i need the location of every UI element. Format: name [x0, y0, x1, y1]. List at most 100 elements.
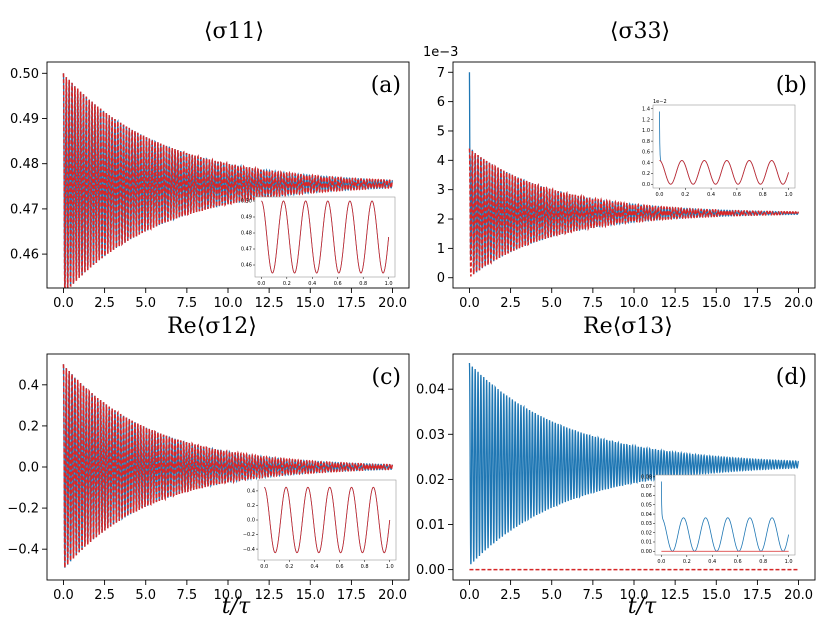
panel-a-xtick-label: 2.5 — [94, 296, 115, 311]
panel-d-inset-ytick-label: 0.06 — [641, 493, 652, 499]
panel-c-inset: 0.0 0.2 0.4 0.6 0.8 1.0 −0.4 −0.2 0.0 0.2 0.4 — [243, 479, 397, 570]
panel-a-inset-xtick-label: 0.0 — [257, 281, 265, 287]
panel-d-inset-background — [655, 475, 795, 555]
panel-d-xtick-label: 2.5 — [500, 588, 521, 603]
panel-b-axes: 0.0 2.5 5.0 7.5 10.0 12.5 15.0 17.5 20.0 0 1 2 3 4 5 6 7… — [423, 45, 816, 311]
panel-c-xtick-label: 7.5 — [177, 588, 198, 603]
panel-a-inset-xtick-label: 0.6 — [334, 281, 342, 287]
panel-a-xtick-label: 12.5 — [255, 296, 284, 311]
panel-c-xtick-label: 10.0 — [214, 588, 243, 603]
panel-b-ytick-label: 1 — [437, 242, 445, 257]
panel-c-label: (c) — [372, 365, 402, 390]
panel-d-xtick-label: 17.5 — [743, 588, 772, 603]
panel-b-inset-offset-text: 1e−2 — [653, 99, 667, 105]
panel-b-xtick-label: 2.5 — [500, 296, 521, 311]
panel-d-inset-ytick-label: 0.01 — [641, 540, 652, 546]
panel-d-inset-xtick-label: 0.4 — [708, 559, 716, 565]
panel-b-inset-xtick-label: 0.0 — [655, 192, 663, 198]
panel-b-title: ⟨σ33⟩ — [610, 19, 670, 44]
panel-a-axes: 0.0 2.5 5.0 7.5 10.0 12.5 15.0 17.5 20.0 0.46 0.47… — [10, 61, 410, 311]
panel-a-label: (a) — [371, 73, 401, 98]
panel-b-inset: 0.0 0.2 0.4 0.6 0.8 1.0 0.0 0.2 0.4 0.6 0.8 1.0 1.2 1… — [642, 99, 796, 198]
panel-b-xtick-label: 12.5 — [661, 296, 690, 311]
panel-d-inset-ytick-label: 0.08 — [641, 475, 652, 481]
panel-a-inset-xtick-label: 0.2 — [283, 281, 291, 287]
panel-d-xlabel: t/τ — [628, 594, 657, 619]
panel-c-inset-ytick-label: −0.4 — [243, 547, 255, 553]
panel-a-xtick-label: 10.0 — [214, 296, 243, 311]
panel-b-xtick-label: 17.5 — [743, 296, 772, 311]
panel-a-title: ⟨σ11⟩ — [204, 19, 264, 44]
panel-b-inset-ytick-label: 1.2 — [642, 117, 650, 123]
panel-d-xtick-label: 5.0 — [541, 588, 562, 603]
panel-b-ytick-label: 6 — [437, 95, 445, 110]
panel-b-inset-ytick-label: 0.6 — [642, 150, 650, 156]
panel-c-xtick-label: 15.0 — [296, 588, 325, 603]
panel-a-ytick-label: 0.46 — [10, 248, 39, 263]
panel-a-inset-xtick-label: 0.8 — [359, 281, 367, 287]
panel-a-xtick-label: 17.5 — [337, 296, 366, 311]
panel-a-ytick-label: 0.47 — [10, 202, 39, 217]
panel-d-inset-frame — [654, 474, 796, 556]
panel-c-xlabel: t/τ — [222, 594, 251, 619]
panel-d-xtick-label: 0.0 — [459, 588, 480, 603]
panel-d-ytick-label: 0.00 — [416, 563, 445, 578]
panel-b-inset-frame — [652, 104, 796, 189]
panel-c-ytick-label: −0.2 — [7, 502, 39, 517]
panel-d-inset-series-blue — [660, 481, 790, 552]
panel-b-ytick-label: 5 — [437, 124, 445, 139]
panel-a-ytick-label: 0.48 — [10, 157, 39, 172]
panel-a-inset-ytick-label: 0.50 — [241, 199, 252, 205]
panel-b-inset-series-red — [659, 160, 789, 185]
panel-c-inset-series-red — [264, 486, 391, 554]
panel-d-xtick-label: 10.0 — [620, 588, 649, 603]
panel-c-title: Re⟨σ12⟩ — [167, 314, 257, 339]
panel-c-ytick-label: 0.4 — [18, 378, 39, 393]
panel-d-inset-ytick-label: 0.05 — [641, 502, 652, 508]
panel-d-xtick-label: 7.5 — [583, 588, 604, 603]
panel-d-inset-ytick-label: 0.02 — [641, 530, 652, 536]
panel-d-series-blue — [468, 362, 800, 565]
panel-a-series-red — [62, 73, 394, 288]
panel-c-xtick-label: 12.5 — [255, 588, 284, 603]
panel-a-xtick-label: 7.5 — [177, 296, 198, 311]
panel-b-inset-xtick-label: 0.2 — [681, 192, 689, 198]
panel-d-inset: 0.0 0.2 0.4 0.6 0.8 1.0 0.00 0.01 0.02 0.03 0.04 0.… — [641, 474, 796, 565]
panel-c-inset-xtick-label: 1.0 — [386, 564, 394, 570]
panel-c-xtick-label: 5.0 — [135, 588, 156, 603]
panel-b-inset-ytick-label: 0.4 — [642, 160, 650, 166]
panel-c-xtick-label: 20.0 — [378, 588, 407, 603]
panel-a-inset: 0.0 0.2 0.4 0.6 0.8 1.0 0.46 0.47 0.48 0.49 0.50 — [241, 196, 396, 287]
panel-b-xtick-label: 20.0 — [784, 296, 813, 311]
panel-d-inset-xtick-label: 0.6 — [734, 559, 742, 565]
panel-a-inset-ytick-label: 0.47 — [241, 247, 252, 253]
panel-c-series-red — [62, 364, 394, 568]
panel-a-inset-ytick-label: 0.48 — [241, 231, 252, 237]
panel-a-ytick-label: 0.49 — [10, 112, 39, 127]
panel-c-xtick-label: 0.0 — [53, 588, 74, 603]
panel-b-ytick-label: 0 — [437, 271, 445, 286]
panel-d-inset-ytick-label: 0.04 — [641, 512, 652, 518]
panel-d-ytick-label: 0.03 — [416, 428, 445, 443]
panel-b-inset-ytick-label: 0.0 — [642, 182, 650, 188]
panel-c-ytick-label: 0.2 — [18, 419, 39, 434]
panel-c-inset-xtick-label: 0.8 — [361, 564, 369, 570]
panel-c-xtick-label: 17.5 — [337, 588, 366, 603]
panel-b-inset-ytick-label: 1.4 — [642, 106, 650, 112]
panel-d-ytick-label: 0.01 — [416, 518, 445, 533]
panel-a-xtick-label: 20.0 — [378, 296, 407, 311]
panel-d-ytick-label: 0.02 — [416, 473, 445, 488]
panel-b-inset-xtick-label: 0.8 — [759, 192, 767, 198]
panel-d-inset-ytick-label: 0.03 — [641, 521, 652, 527]
panel-d-inset-ytick-label: 0.00 — [641, 549, 652, 555]
panel-c-xtick-label: 2.5 — [94, 588, 115, 603]
panel-c-ytick-label: −0.4 — [7, 543, 39, 558]
panel-a-inset-series-red — [261, 200, 390, 274]
panel-b-xtick-label: 15.0 — [702, 296, 731, 311]
panel-c-inset-ytick-label: 0.0 — [247, 518, 255, 524]
panel-a-xtick-label: 15.0 — [296, 296, 325, 311]
panel-b-label: (b) — [776, 73, 807, 98]
panel-c-inset-xtick-label: 0.6 — [336, 564, 344, 570]
panel-b-inset-xtick-label: 0.6 — [733, 192, 741, 198]
panel-b-xtick-label: 5.0 — [541, 296, 562, 311]
